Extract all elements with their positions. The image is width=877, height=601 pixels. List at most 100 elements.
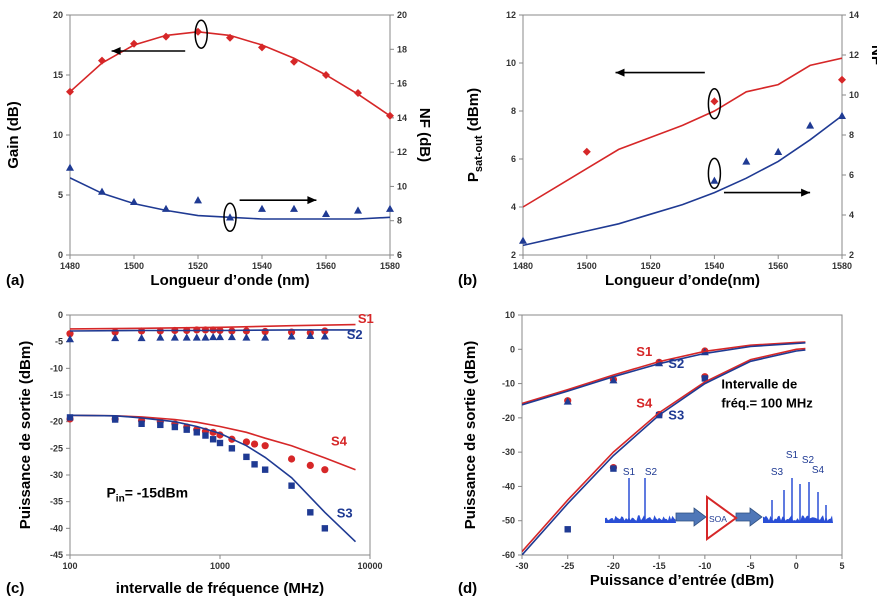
s3-fit-line	[70, 414, 357, 543]
series-label-s2: S2	[347, 327, 363, 342]
soa-amplifier-icon	[706, 495, 738, 541]
data-point	[216, 439, 224, 447]
data-point	[321, 466, 329, 474]
y2-tick-label: 10	[849, 90, 859, 100]
data-point	[563, 397, 572, 405]
data-point	[564, 526, 571, 533]
x-tick-label: 1500	[577, 261, 597, 271]
data-points	[519, 111, 846, 244]
x-tick-label: -30	[515, 561, 528, 571]
data-point	[183, 426, 190, 433]
data-point	[838, 75, 846, 84]
s1-fit-line	[70, 323, 356, 330]
y-tick-label: 10	[506, 58, 516, 68]
series-label-s4: S4	[331, 434, 348, 449]
y-tick-label: -60	[502, 550, 515, 560]
y2-tick-label: 14	[849, 10, 859, 20]
y-tick-label: 0	[58, 310, 63, 320]
x-tick-label: 10000	[357, 561, 382, 571]
data-point	[806, 121, 815, 129]
x-tick-label: -5	[747, 561, 755, 571]
nf-arrow-head	[801, 188, 811, 197]
data-point	[192, 333, 201, 341]
y-axis-label-main: P	[465, 172, 482, 182]
data-point	[609, 376, 618, 384]
data-point	[261, 333, 270, 341]
x-tick-label: 1560	[316, 261, 336, 271]
x-axis-label: intervalle de fréquence (MHz)	[116, 580, 324, 597]
data-point	[320, 332, 329, 340]
nf-ellipse	[223, 202, 237, 233]
y2-tick-label: 18	[397, 44, 407, 54]
data-point	[242, 333, 251, 341]
y2-axis-label: NF	[868, 45, 877, 65]
data-point	[321, 525, 329, 532]
data-point	[288, 482, 295, 489]
panel-c: 100 1000 10000 -45 -40 -35 -30 -25 -20 -15 -10 -5 0 i…	[6, 310, 383, 597]
data-point	[194, 196, 202, 204]
nf-ellipse	[707, 157, 722, 190]
y-axis-label: Gain (dB)	[5, 101, 22, 169]
panel-a: 1480 1500 1520 1540 1560 15800510152068101214…	[5, 10, 433, 289]
x-tick-label: 0	[794, 561, 799, 571]
series-label-s1: S1	[636, 344, 652, 359]
y2-tick-label: 4	[849, 210, 854, 220]
s3-fit-line	[522, 349, 806, 555]
data-point	[261, 442, 269, 450]
interval-annotation: fréq.= 100 MHz	[721, 396, 813, 411]
output-spectrum-noise	[763, 515, 833, 523]
data-points	[66, 163, 394, 221]
y-axis-label-unit: (dBm)	[465, 88, 482, 136]
data-point	[193, 429, 200, 436]
y-tick-label: 0	[510, 344, 515, 354]
data-point	[66, 330, 74, 338]
inset-arrow	[675, 507, 707, 527]
data-point	[242, 438, 251, 446]
x-tick-label: 1480	[60, 261, 80, 271]
x-tick-label: 1540	[252, 261, 272, 271]
y-axis-label: Psat-out (dBm)	[465, 88, 485, 182]
data-points	[582, 75, 846, 156]
psat-ellipse	[707, 88, 722, 120]
series-label-s1: S1	[358, 311, 374, 326]
gain-arrow-head	[111, 47, 121, 55]
y2-tick-label: 10	[397, 181, 407, 191]
series-label-s3: S3	[337, 506, 353, 521]
data-point	[216, 332, 224, 341]
y-tick-label: -45	[50, 550, 63, 560]
x-axis-label: Longueur d’onde (nm)	[150, 272, 309, 289]
data-point	[287, 332, 296, 340]
data-point	[243, 453, 250, 461]
data-point	[774, 147, 783, 155]
s3-data-points	[66, 414, 329, 532]
y-tick-label: -35	[50, 497, 63, 507]
data-point	[582, 147, 591, 156]
y-tick-label: 0	[58, 250, 63, 260]
data-point	[710, 97, 719, 106]
panel-label: (a)	[6, 272, 24, 289]
panel-label: (b)	[458, 272, 477, 289]
interval-annotation: Intervalle de	[721, 377, 797, 392]
data-point	[171, 423, 179, 431]
panel-label: (d)	[458, 580, 477, 597]
data-point	[202, 432, 209, 439]
s4-fit-line	[70, 414, 356, 471]
y-tick-label: -40	[502, 481, 515, 491]
inset-output-label: S4	[812, 465, 825, 476]
data-point	[209, 436, 217, 443]
data-point	[156, 333, 165, 341]
y-axis-label: Puissance de sortie (dBm)	[462, 341, 479, 529]
y2-tick-label: 8	[397, 216, 402, 226]
data-point	[201, 333, 210, 341]
panel-label: (c)	[6, 580, 24, 597]
series-label-s3: S3	[668, 408, 684, 423]
y2-tick-label: 20	[397, 10, 407, 20]
y-tick-label: -20	[502, 413, 515, 423]
s2-data-points	[66, 331, 329, 343]
data-point	[290, 204, 298, 212]
x-axis-label: Puissance d’entrée (dBm)	[590, 572, 774, 589]
panel-b: 1480 1500 1520 1540 1560 15802468101224681012…	[458, 10, 877, 289]
inset-input-label: S2	[645, 467, 658, 478]
inset-output-label: S2	[802, 455, 815, 466]
